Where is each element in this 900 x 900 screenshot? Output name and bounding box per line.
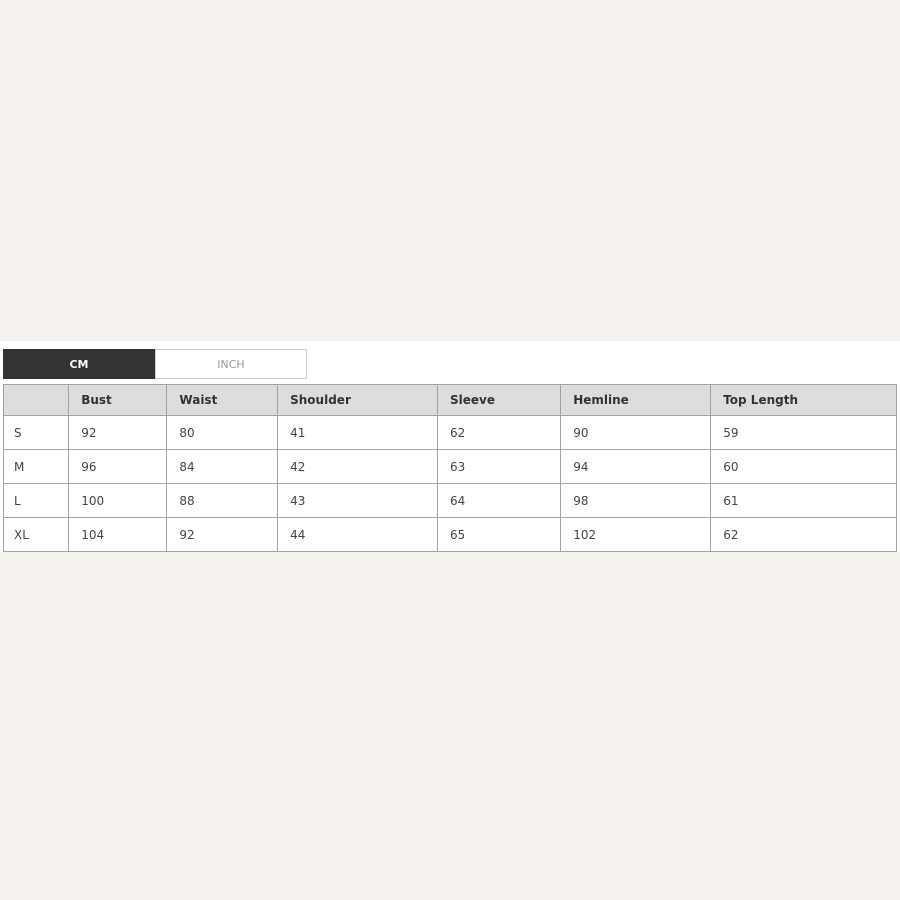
row-size-label: XL bbox=[2, 517, 70, 552]
header-sleeve: Sleeve bbox=[436, 384, 562, 416]
header-top-length: Top Length bbox=[710, 384, 897, 416]
measurement-cell: 104 bbox=[68, 517, 168, 552]
header-row: Bust Waist Shoulder Sleeve Hemline Top L… bbox=[2, 384, 897, 416]
measurement-cell: 59 bbox=[710, 415, 897, 450]
measurement-cell: 88 bbox=[166, 483, 279, 518]
measurement-cell: 100 bbox=[68, 483, 168, 518]
measurement-cell: 84 bbox=[166, 449, 279, 484]
measurement-cell: 92 bbox=[166, 517, 279, 552]
table-row: M 96 84 42 63 94 60 bbox=[2, 449, 897, 484]
header-waist: Waist bbox=[166, 384, 279, 416]
size-chart-table: Bust Waist Shoulder Sleeve Hemline Top L… bbox=[2, 384, 897, 552]
table-row: XL 104 92 44 65 102 62 bbox=[2, 517, 897, 552]
tab-inch[interactable]: INCH bbox=[155, 349, 307, 379]
measurement-cell: 80 bbox=[166, 415, 279, 450]
table-row: S 92 80 41 62 90 59 bbox=[2, 415, 897, 450]
size-chart-widget: CM INCH Bust Waist Shoulder Sleeve Hemli… bbox=[0, 341, 900, 552]
measurement-cell: 41 bbox=[277, 415, 438, 450]
header-size bbox=[2, 384, 70, 416]
measurement-cell: 96 bbox=[68, 449, 168, 484]
measurement-cell: 102 bbox=[560, 517, 712, 552]
row-size-label: L bbox=[2, 483, 70, 518]
measurement-cell: 44 bbox=[277, 517, 438, 552]
measurement-cell: 42 bbox=[277, 449, 438, 484]
size-chart-body: S 92 80 41 62 90 59 M 96 84 42 63 94 60 L 100 88 43 64 98 61… bbox=[2, 415, 897, 552]
table-row: L 100 88 43 64 98 61 bbox=[2, 483, 897, 518]
measurement-cell: 64 bbox=[436, 483, 562, 518]
measurement-cell: 98 bbox=[560, 483, 712, 518]
measurement-cell: 90 bbox=[560, 415, 712, 450]
header-bust: Bust bbox=[68, 384, 168, 416]
measurement-cell: 94 bbox=[560, 449, 712, 484]
measurement-cell: 60 bbox=[710, 449, 897, 484]
header-hemline: Hemline bbox=[560, 384, 712, 416]
header-shoulder: Shoulder bbox=[277, 384, 438, 416]
tab-cm[interactable]: CM bbox=[3, 349, 155, 379]
measurement-cell: 43 bbox=[277, 483, 438, 518]
measurement-cell: 92 bbox=[68, 415, 168, 450]
row-size-label: M bbox=[2, 449, 70, 484]
measurement-cell: 62 bbox=[436, 415, 562, 450]
unit-toggle: CM INCH bbox=[3, 349, 900, 379]
measurement-cell: 65 bbox=[436, 517, 562, 552]
measurement-cell: 63 bbox=[436, 449, 562, 484]
measurement-cell: 62 bbox=[710, 517, 897, 552]
row-size-label: S bbox=[2, 415, 70, 450]
measurement-cell: 61 bbox=[710, 483, 897, 518]
